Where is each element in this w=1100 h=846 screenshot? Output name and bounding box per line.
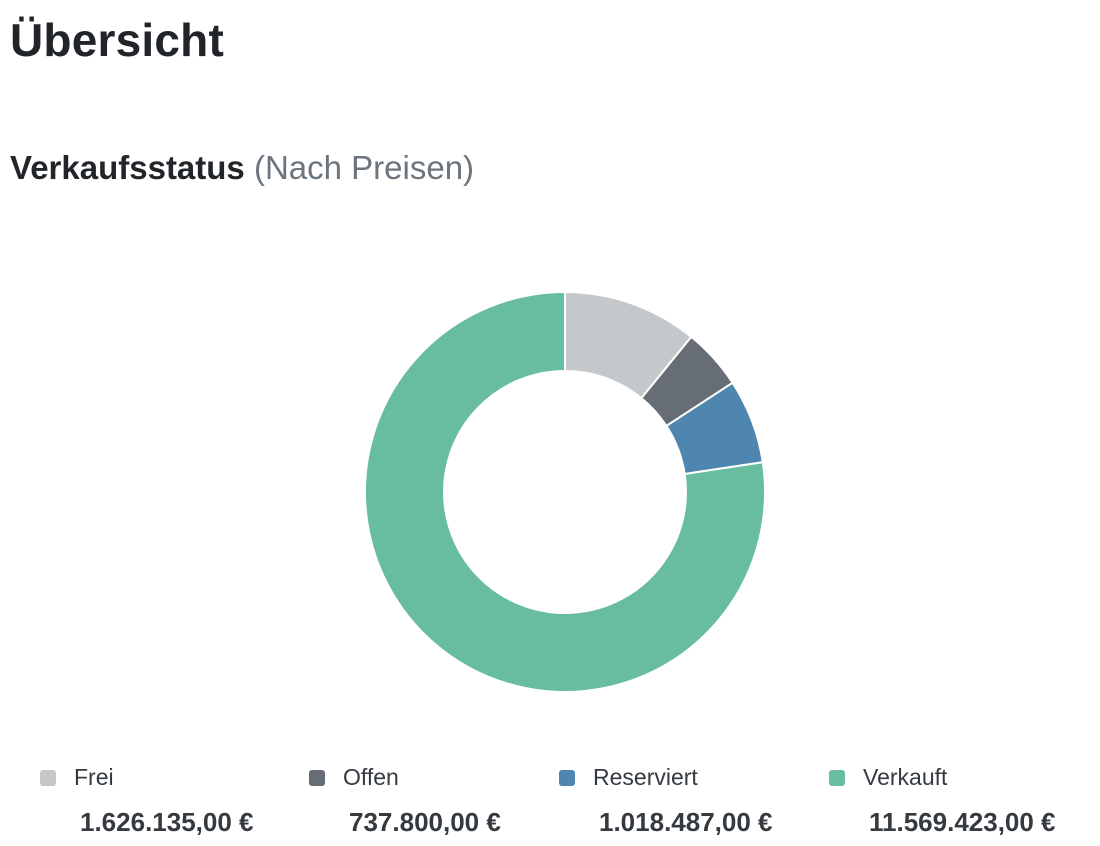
legend-value-frei: 1.626.135,00 € <box>80 807 254 837</box>
legend-swatch-offen <box>309 770 325 786</box>
legend-value-reserviert: 1.018.487,00 € <box>599 807 773 837</box>
legend-swatch-frei <box>40 770 56 786</box>
donut-chart-svg <box>364 290 766 693</box>
legend-value-offen: 737.800,00 € <box>349 807 501 837</box>
legend-label-offen: Offen <box>343 764 399 790</box>
section-title-text: Verkaufsstatus <box>10 149 245 186</box>
donut-slice-verkauft[interactable] <box>364 290 766 693</box>
page-title: Übersicht <box>10 14 224 66</box>
section-subtitle: (Nach Preisen) <box>253 149 475 186</box>
legend-label-verkauft: Verkauft <box>863 764 948 790</box>
legend-label-frei: Frei <box>74 764 114 790</box>
legend-label-reserviert: Reserviert <box>593 764 698 790</box>
legend-swatch-reserviert <box>559 770 575 786</box>
legend-value-verkauft: 11.569.423,00 € <box>869 807 1056 837</box>
section-title: Verkaufsstatus (Nach Preisen) <box>10 146 474 190</box>
chart-legend: Frei 1.626.135,00 € Offen 737.800,00 € R… <box>0 760 1100 840</box>
donut-chart <box>350 277 780 707</box>
legend-swatch-verkauft <box>829 770 845 786</box>
